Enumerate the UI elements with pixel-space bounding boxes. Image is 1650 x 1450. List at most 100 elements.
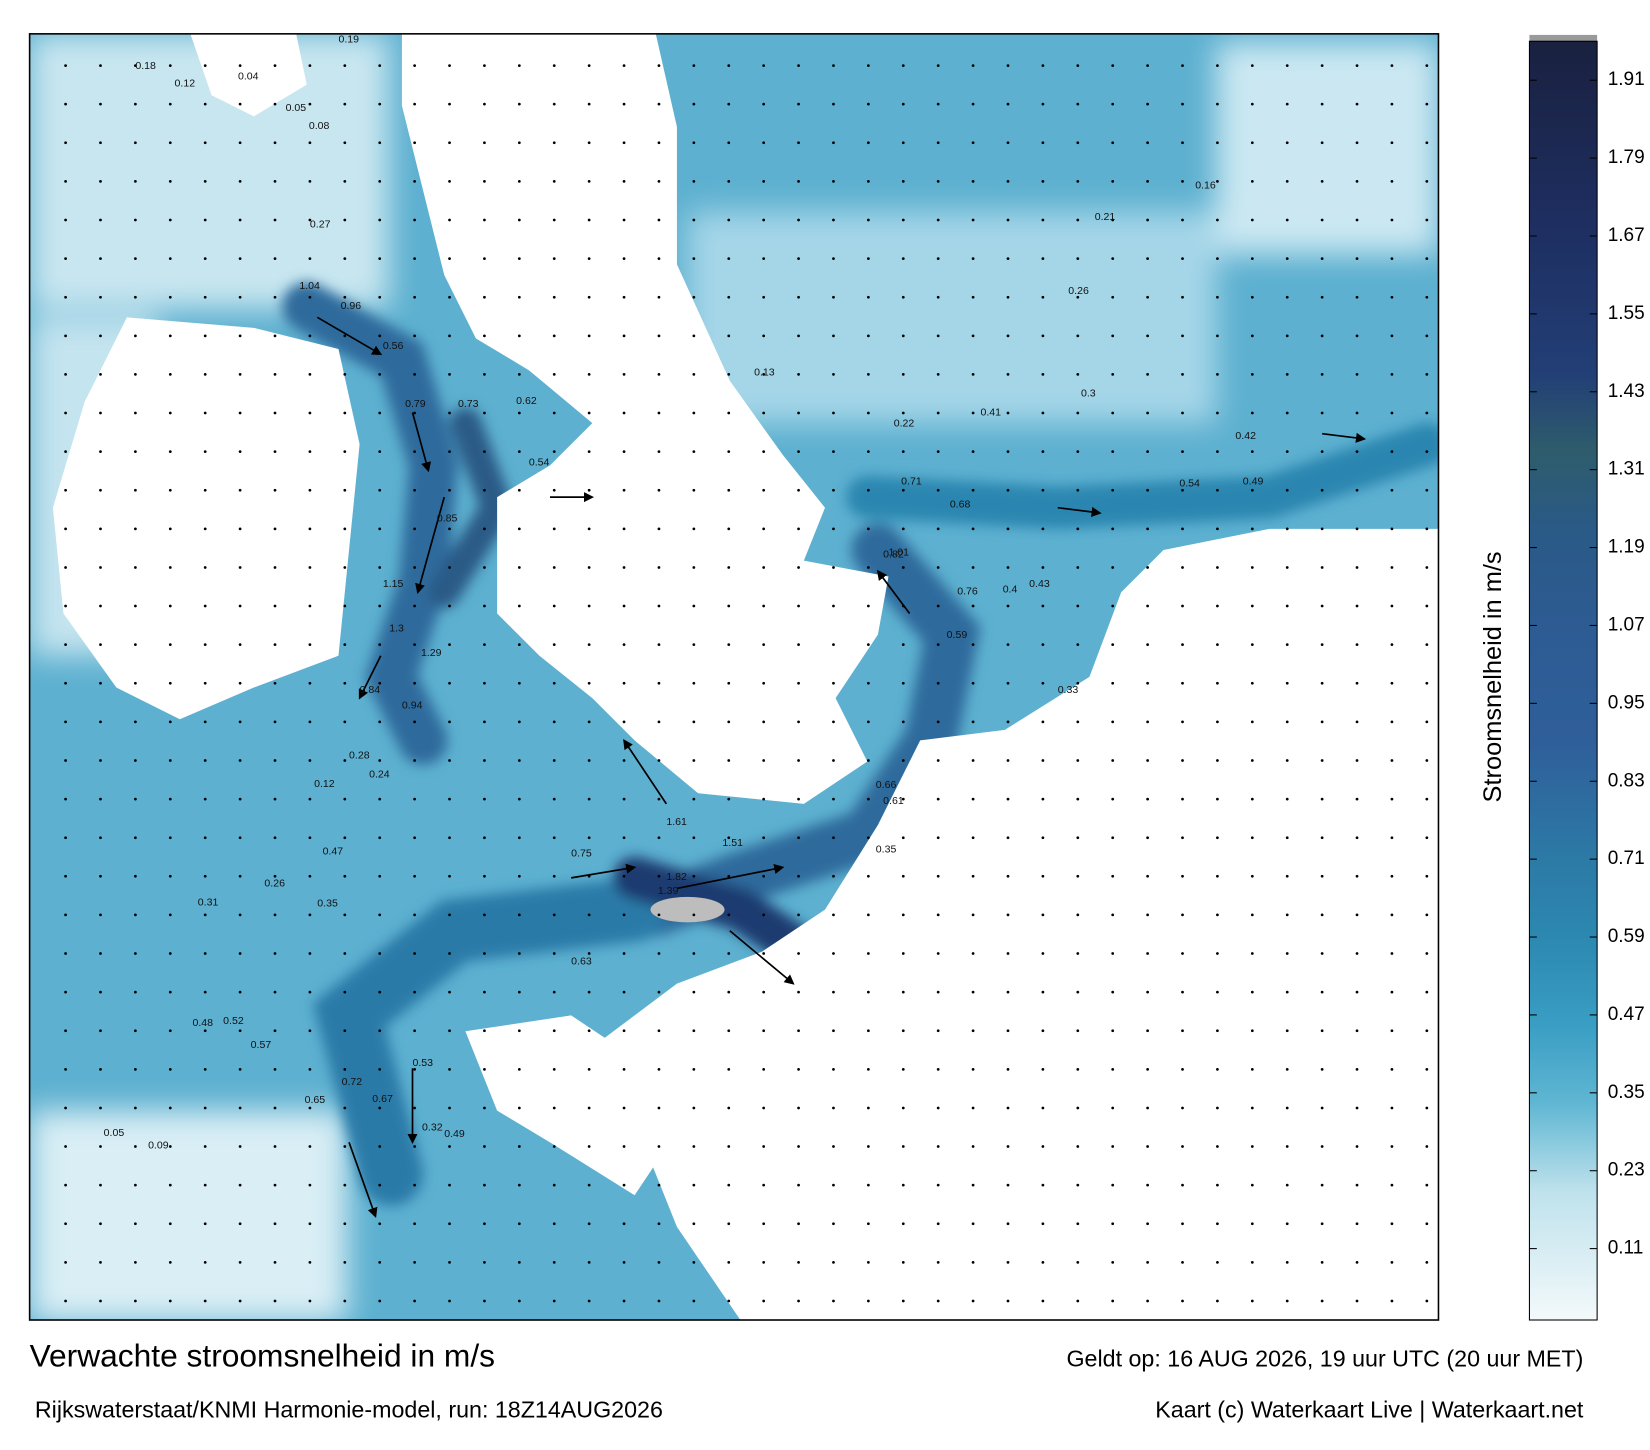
grid-dot <box>657 488 661 492</box>
grid-dot <box>273 1260 277 1264</box>
speed-label: 0.3 <box>1081 388 1096 400</box>
grid-dot <box>413 1106 416 1110</box>
grid-dot <box>657 759 661 762</box>
grid-dot <box>657 141 661 145</box>
grid-dot <box>936 1222 940 1226</box>
grid-dot <box>483 218 486 222</box>
grid-dot <box>64 836 67 840</box>
grid-dot <box>1285 797 1289 801</box>
grid-dot <box>343 797 347 801</box>
grid-dot <box>657 990 661 994</box>
grid-dot <box>692 643 696 647</box>
grid-dot <box>413 1029 416 1033</box>
grid-dot <box>483 990 486 994</box>
grid-dot <box>657 102 661 106</box>
grid-dot <box>1041 1222 1045 1226</box>
speed-label: 0.59 <box>947 629 968 641</box>
grid-dot <box>273 643 277 647</box>
grid-dot <box>762 1299 766 1303</box>
speed-label: 0.26 <box>1068 285 1089 297</box>
grid-dot <box>727 1183 731 1187</box>
grid-dot <box>657 450 661 454</box>
grid-dot <box>308 990 312 994</box>
grid-dot <box>587 1222 591 1226</box>
grid-dot <box>552 295 556 299</box>
grid-dot <box>1076 874 1080 878</box>
grid-dot <box>99 913 102 917</box>
grid-dot <box>517 295 521 299</box>
grid-dot <box>552 720 556 724</box>
grid-dot <box>1076 64 1080 67</box>
grid-dot <box>1216 604 1219 608</box>
speed-label: 1.15 <box>383 578 404 590</box>
grid-dot <box>378 64 382 67</box>
grid-dot <box>378 1183 382 1187</box>
grid-dot <box>552 1029 556 1033</box>
grid-dot <box>587 1029 591 1033</box>
grid-dot <box>238 64 242 67</box>
grid-dot <box>1425 874 1429 878</box>
speed-label: 0.63 <box>571 956 592 968</box>
colorbar-label: Stroomsnelheid in m/s <box>1479 551 1507 802</box>
grid-dot <box>99 681 102 685</box>
grid-dot <box>483 527 486 531</box>
grid-dot <box>901 1106 905 1110</box>
grid-dot <box>657 373 661 376</box>
grid-dot <box>1390 218 1394 222</box>
grid-dot <box>483 759 486 762</box>
grid-dot <box>1006 64 1010 67</box>
grid-dot <box>238 874 242 878</box>
grid-dot <box>1320 952 1324 955</box>
credit: Kaart (c) Waterkaart Live | Waterkaart.n… <box>1155 1396 1584 1422</box>
speed-label: 0.32 <box>422 1122 443 1134</box>
speed-label: 0.42 <box>1235 430 1256 442</box>
grid-dot <box>936 1145 940 1148</box>
grid-dot <box>936 990 940 994</box>
grid-dot <box>64 604 67 608</box>
grid-dot <box>273 218 277 222</box>
grid-dot <box>1425 797 1429 801</box>
grid-dot <box>1006 257 1010 260</box>
grid-dot <box>901 720 905 724</box>
grid-dot <box>727 836 731 840</box>
grid-dot <box>343 1260 347 1264</box>
grid-dot <box>832 913 835 917</box>
grid-dot <box>99 720 102 724</box>
grid-dot <box>832 1067 835 1071</box>
grid-dot <box>413 566 416 569</box>
grid-dot <box>832 527 835 531</box>
grid-dot <box>99 1183 102 1187</box>
grid-dot <box>99 373 102 376</box>
grid-dot <box>64 643 67 647</box>
grid-dot <box>238 720 242 724</box>
grid-dot <box>1250 643 1254 647</box>
grid-dot <box>657 1029 661 1033</box>
grid-dot <box>168 681 172 685</box>
grid-dot <box>448 218 451 222</box>
grid-dot <box>692 450 696 454</box>
grid-dot <box>483 1260 486 1264</box>
speed-label: 0.53 <box>413 1057 434 1069</box>
grid-dot <box>1181 836 1184 840</box>
grid-dot <box>692 257 696 260</box>
grid-dot <box>727 488 731 492</box>
colorbar-tick-label: 1.67 <box>1608 225 1645 246</box>
grid-dot <box>1250 1145 1254 1148</box>
grid-dot <box>1146 1029 1149 1033</box>
grid-dot <box>1216 334 1219 338</box>
grid-dot <box>762 527 766 531</box>
grid-dot <box>1320 836 1324 840</box>
grid-dot <box>552 257 556 260</box>
grid-dot <box>622 1067 626 1071</box>
grid-dot <box>308 257 312 260</box>
valid-time: Geldt op: 16 AUG 2026, 19 uur UTC (20 uu… <box>1066 1346 1583 1372</box>
grid-dot <box>832 373 835 376</box>
grid-dot <box>308 64 312 67</box>
colorbar-tick-label: 0.35 <box>1608 1082 1645 1103</box>
grid-dot <box>1111 373 1115 376</box>
speed-label: 0.27 <box>310 218 331 230</box>
grid-dot <box>762 681 766 685</box>
grid-dot <box>1425 1145 1429 1148</box>
grid-dot <box>273 488 277 492</box>
grid-dot <box>1425 913 1429 917</box>
